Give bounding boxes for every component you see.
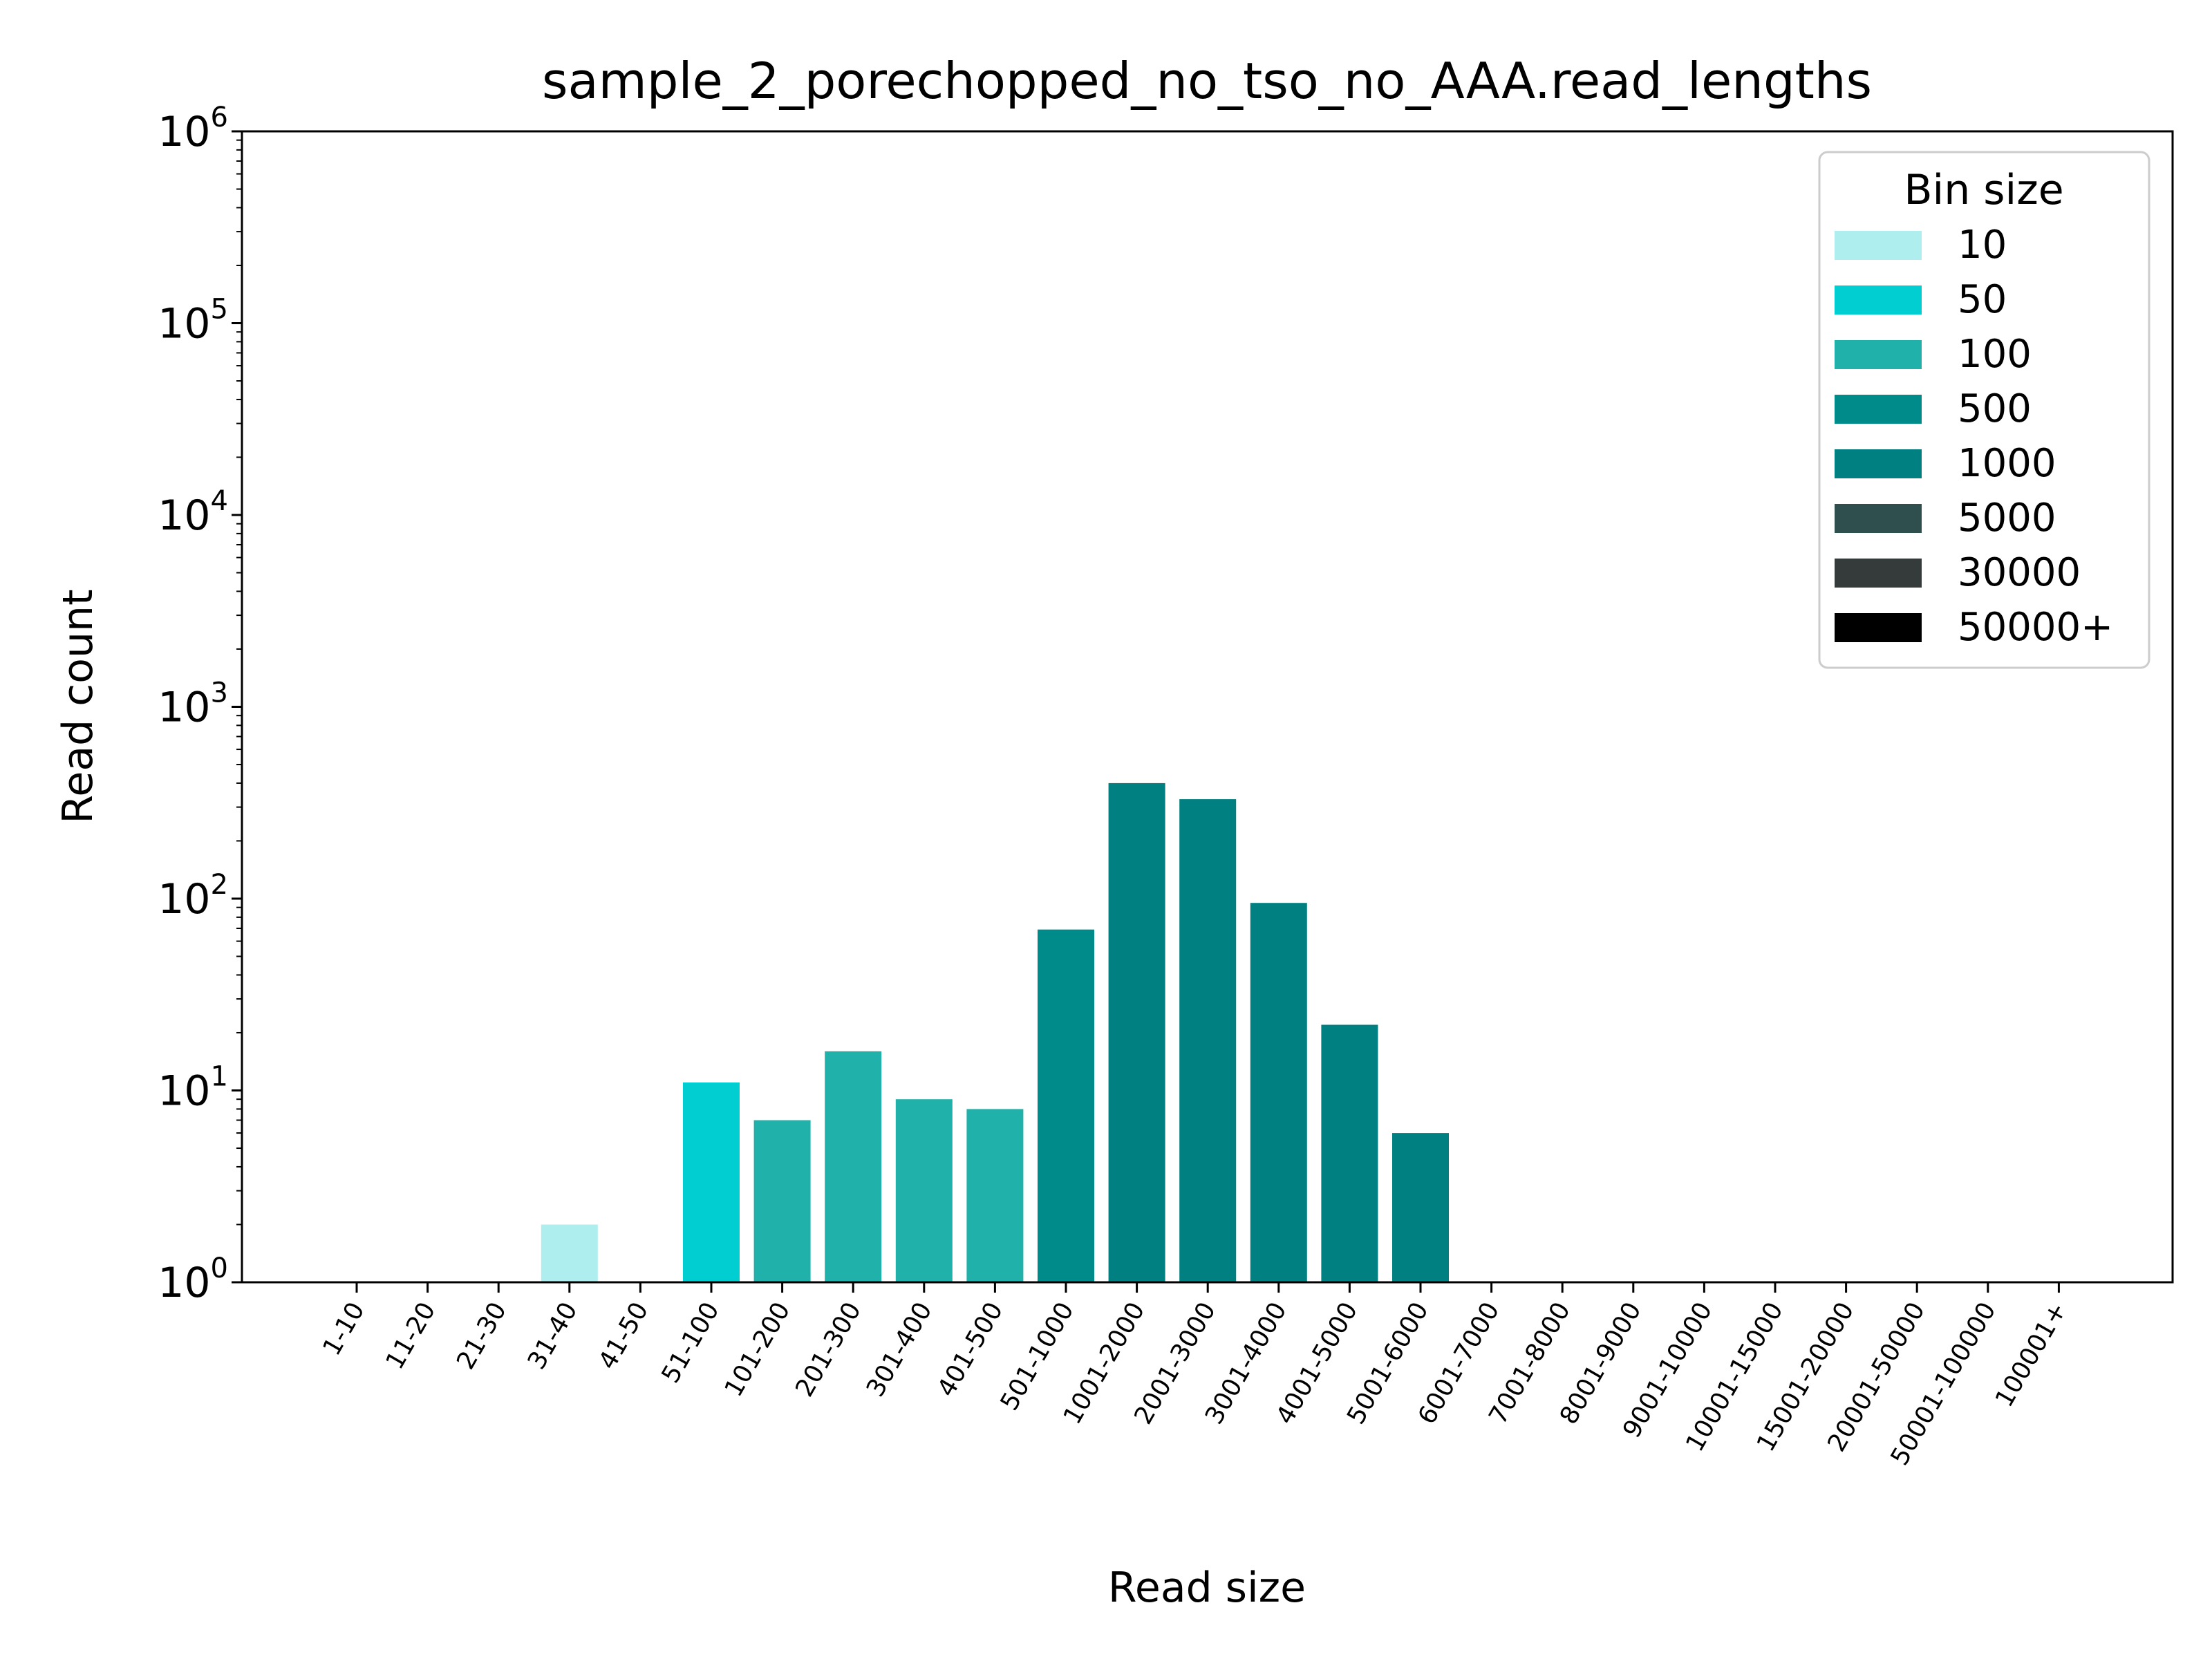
legend-swatch-100 — [1835, 340, 1922, 369]
legend-swatch-50000+ — [1835, 613, 1922, 642]
legend-swatch-10 — [1835, 231, 1922, 260]
legend-swatch-50 — [1835, 285, 1922, 315]
bar-4001-5000 — [1321, 1024, 1378, 1282]
legend-label-50000+: 50000+ — [1958, 605, 2113, 650]
legend-label-1000: 1000 — [1958, 441, 2056, 486]
legend-swatch-1000 — [1835, 449, 1922, 478]
x-axis-label: Read size — [1108, 1564, 1306, 1612]
bars-group — [541, 782, 1449, 1282]
bar-201-300 — [825, 1051, 882, 1282]
y-axis-label: Read count — [54, 589, 102, 823]
bar-1001-2000 — [1108, 782, 1165, 1282]
y-tick-label: 106 — [158, 102, 228, 156]
bar-51-100 — [683, 1082, 740, 1282]
legend-label-100: 100 — [1958, 332, 2032, 377]
y-tick-label: 103 — [158, 677, 228, 732]
legend-label-30000: 30000 — [1958, 550, 2081, 595]
bar-31-40 — [541, 1224, 598, 1282]
legend-swatch-5000 — [1835, 504, 1922, 533]
y-tick-label: 101 — [158, 1061, 228, 1116]
legend-frame — [1818, 151, 2150, 669]
legend-entries: 10 50 100 500 1000 5000 30000 50000+ — [1835, 223, 2113, 650]
bar-3001-4000 — [1250, 903, 1307, 1282]
legend-title: Bin size — [1904, 166, 2063, 214]
y-tick-label: 105 — [158, 294, 228, 348]
legend-label-5000: 5000 — [1958, 496, 2056, 541]
bar-2001-3000 — [1179, 799, 1237, 1282]
bar-401-500 — [966, 1109, 1024, 1282]
legend-swatch-500 — [1835, 395, 1922, 424]
legend-swatch-30000 — [1835, 559, 1922, 588]
legend: Bin size 10 50 100 500 1000 5000 30000 50000+ — [1818, 151, 2150, 669]
bar-101-200 — [753, 1120, 811, 1282]
y-tick-label: 102 — [158, 869, 228, 924]
bar-301-400 — [895, 1099, 953, 1282]
y-tick-label: 104 — [158, 485, 228, 540]
legend-label-10: 10 — [1958, 223, 2007, 268]
y-tick-label: 100 — [158, 1253, 228, 1307]
bar-5001-6000 — [1392, 1133, 1449, 1282]
y-axis-ticks: 100 101 102 103 104 105 106 — [158, 102, 242, 1307]
legend-label-500: 500 — [1958, 386, 2032, 431]
bar-501-1000 — [1038, 929, 1094, 1282]
chart-title: sample_2_porechopped_no_tso_no_AAA.read_… — [542, 52, 1872, 110]
legend-label-50: 50 — [1958, 277, 2007, 322]
plot-frame — [241, 130, 2174, 1284]
